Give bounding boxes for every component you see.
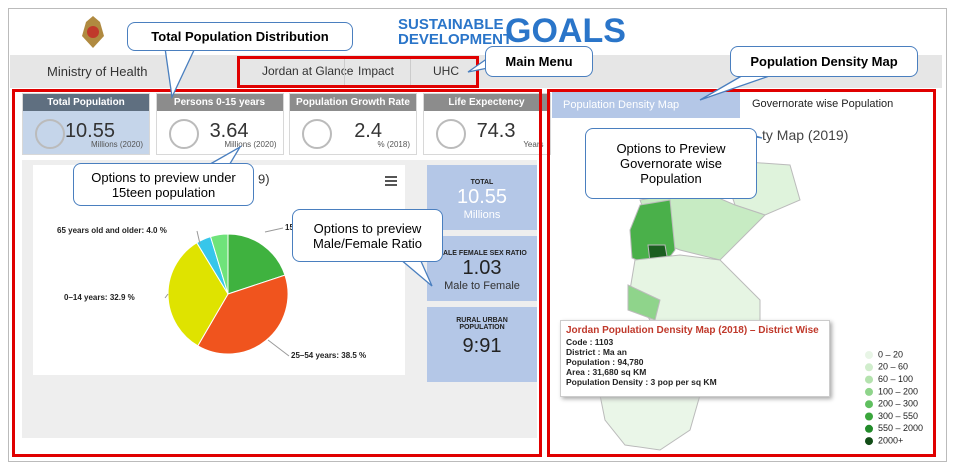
stat-value: 10.55 xyxy=(456,186,508,208)
callout: Population Density Map xyxy=(730,46,918,77)
stat-unit: Male to Female xyxy=(444,280,520,292)
legend-label: 300 – 550 xyxy=(878,411,918,421)
stat-card: MALE FEMALE SEX RATIO 1.03 Male to Female xyxy=(427,236,537,301)
tab-active[interactable]: Population Density Map xyxy=(552,92,740,118)
tail xyxy=(699,73,776,101)
stat-title: TOTAL xyxy=(470,179,494,186)
chart-menu[interactable] xyxy=(385,176,397,186)
ministry: Ministry of Health xyxy=(47,64,148,79)
kpi-title: Total Population xyxy=(23,94,149,111)
slice-label: 25–54 years: 38.5 % xyxy=(291,351,366,360)
kpi-value: 74.3 xyxy=(476,120,516,142)
kpi-title: Life Expectency xyxy=(423,94,550,111)
legend-swatch xyxy=(865,351,873,359)
callout: Options to Preview Governorate wise Popu… xyxy=(585,128,757,199)
legend-swatch xyxy=(865,363,873,372)
legend-label: 60 – 100 xyxy=(878,374,913,384)
menu-item[interactable]: UHC xyxy=(433,64,459,78)
highlight-box xyxy=(237,56,479,88)
kpi-unit: Years xyxy=(523,140,544,149)
stat-card: RURAL URBAN POPULATION 9:91 xyxy=(427,307,537,382)
slice-label: 0–14 years: 32.9 % xyxy=(64,293,135,302)
menu-item[interactable]: Impact xyxy=(358,64,395,78)
frame xyxy=(8,8,947,462)
legend-swatch xyxy=(865,387,873,396)
kpi-card[interactable]: Persons 0-15 years 3.64 Millions (2020) xyxy=(155,93,284,155)
legend-label: 0 – 20 xyxy=(878,349,903,359)
sdg-line: DEVELOPMENT xyxy=(398,31,513,48)
legend-swatch xyxy=(865,424,873,433)
callout: Options to preview under 15teen populati… xyxy=(73,163,254,206)
pie-slice xyxy=(227,233,286,295)
legend-label: 2000+ xyxy=(878,435,903,445)
callout: Total Population Distribution xyxy=(127,22,353,51)
map-legend: 0 – 20 20 – 60 60 – 100 100 – 200 200 – 300 3… xyxy=(865,349,923,446)
chart-title: 9) xyxy=(258,171,270,186)
tooltip-line: Population Density : 3 pop per sq KM xyxy=(566,377,717,387)
sdg-goals: GOALS xyxy=(505,12,626,50)
tail xyxy=(164,47,197,100)
kpi-icon xyxy=(168,119,199,149)
kpi-card[interactable]: Population Growth Rate 2.4% (2018) xyxy=(289,93,417,155)
tail xyxy=(398,258,433,287)
divider xyxy=(344,58,345,86)
kpi-value: 10.55 xyxy=(64,120,115,142)
menu-item[interactable]: Jordan at Glance xyxy=(262,64,354,78)
slice-label: 65 years old and older: 4.0 % xyxy=(57,226,167,235)
sdg-line: SUSTAINABLE xyxy=(398,16,504,33)
kpi-unit: Millions (2020) xyxy=(224,140,277,149)
kpi-title: Persons 0-15 years xyxy=(156,94,283,111)
leader-line xyxy=(164,293,169,299)
tooltip-line: District : Ma an xyxy=(566,347,627,357)
callout: Options to preview Male/Female Ratio xyxy=(292,209,443,262)
sdg-text: SUSTAINABLE DEVELOPMENT xyxy=(398,17,512,47)
kpi-value: 3.64 xyxy=(209,120,249,142)
leader-line xyxy=(264,227,284,233)
kpi-card[interactable]: Life Expectency 74.3 Years xyxy=(422,93,551,155)
tooltip-line: Area : 31,680 sq KM xyxy=(566,367,647,377)
legend-label: 20 – 60 xyxy=(878,362,908,372)
leader-line xyxy=(267,339,290,357)
leader-line xyxy=(196,230,201,245)
stat-value: 1.03 xyxy=(462,257,502,279)
kpi-unit: % (2018) xyxy=(377,140,410,149)
kpi-icon xyxy=(435,119,466,149)
kpi-value: 2.4 xyxy=(354,120,382,142)
pie-slice xyxy=(209,233,229,295)
stat-title: RURAL URBAN POPULATION xyxy=(456,317,508,331)
map-title: ty Map (2019) xyxy=(762,127,849,143)
pie-slice xyxy=(197,274,289,355)
highlight-box xyxy=(12,89,542,457)
legend-label: 550 – 2000 xyxy=(878,423,923,433)
kpi-unit: Millions (2020) xyxy=(90,140,143,149)
tooltip-line: Code : 1103 xyxy=(566,337,614,347)
divider xyxy=(410,58,411,86)
legend-swatch xyxy=(865,437,873,446)
legend-swatch xyxy=(865,412,873,421)
legend-swatch xyxy=(865,400,873,409)
legend-label: 100 – 200 xyxy=(878,386,918,396)
legend-swatch xyxy=(865,375,873,384)
highlight-box xyxy=(547,89,936,457)
callout: Main Menu xyxy=(485,46,593,77)
tab[interactable]: Governorate wise Population xyxy=(752,98,894,110)
kpi-title: Population Growth Rate xyxy=(290,94,416,111)
tooltip-line: Population : 94,780 xyxy=(566,357,644,367)
stat-title: MALE FEMALE SEX RATIO xyxy=(437,250,527,257)
kpi-icon xyxy=(302,119,332,149)
stat-card: TOTAL 10.55 Millions xyxy=(427,165,537,230)
slice-label: 15 xyxy=(285,223,294,232)
kpi-icon xyxy=(35,119,65,149)
emblem xyxy=(82,16,104,48)
legend-label: 200 – 300 xyxy=(878,399,918,409)
tooltip-title: Jordan Population Density Map (2018) – D… xyxy=(566,325,819,336)
stat-value: 9:91 xyxy=(462,335,502,357)
kpi-card[interactable]: Total Population 10.55 Millions (2020) xyxy=(22,93,150,155)
map-tooltip: Jordan Population Density Map (2018) – D… xyxy=(560,320,830,397)
stat-unit: Millions xyxy=(463,209,501,221)
